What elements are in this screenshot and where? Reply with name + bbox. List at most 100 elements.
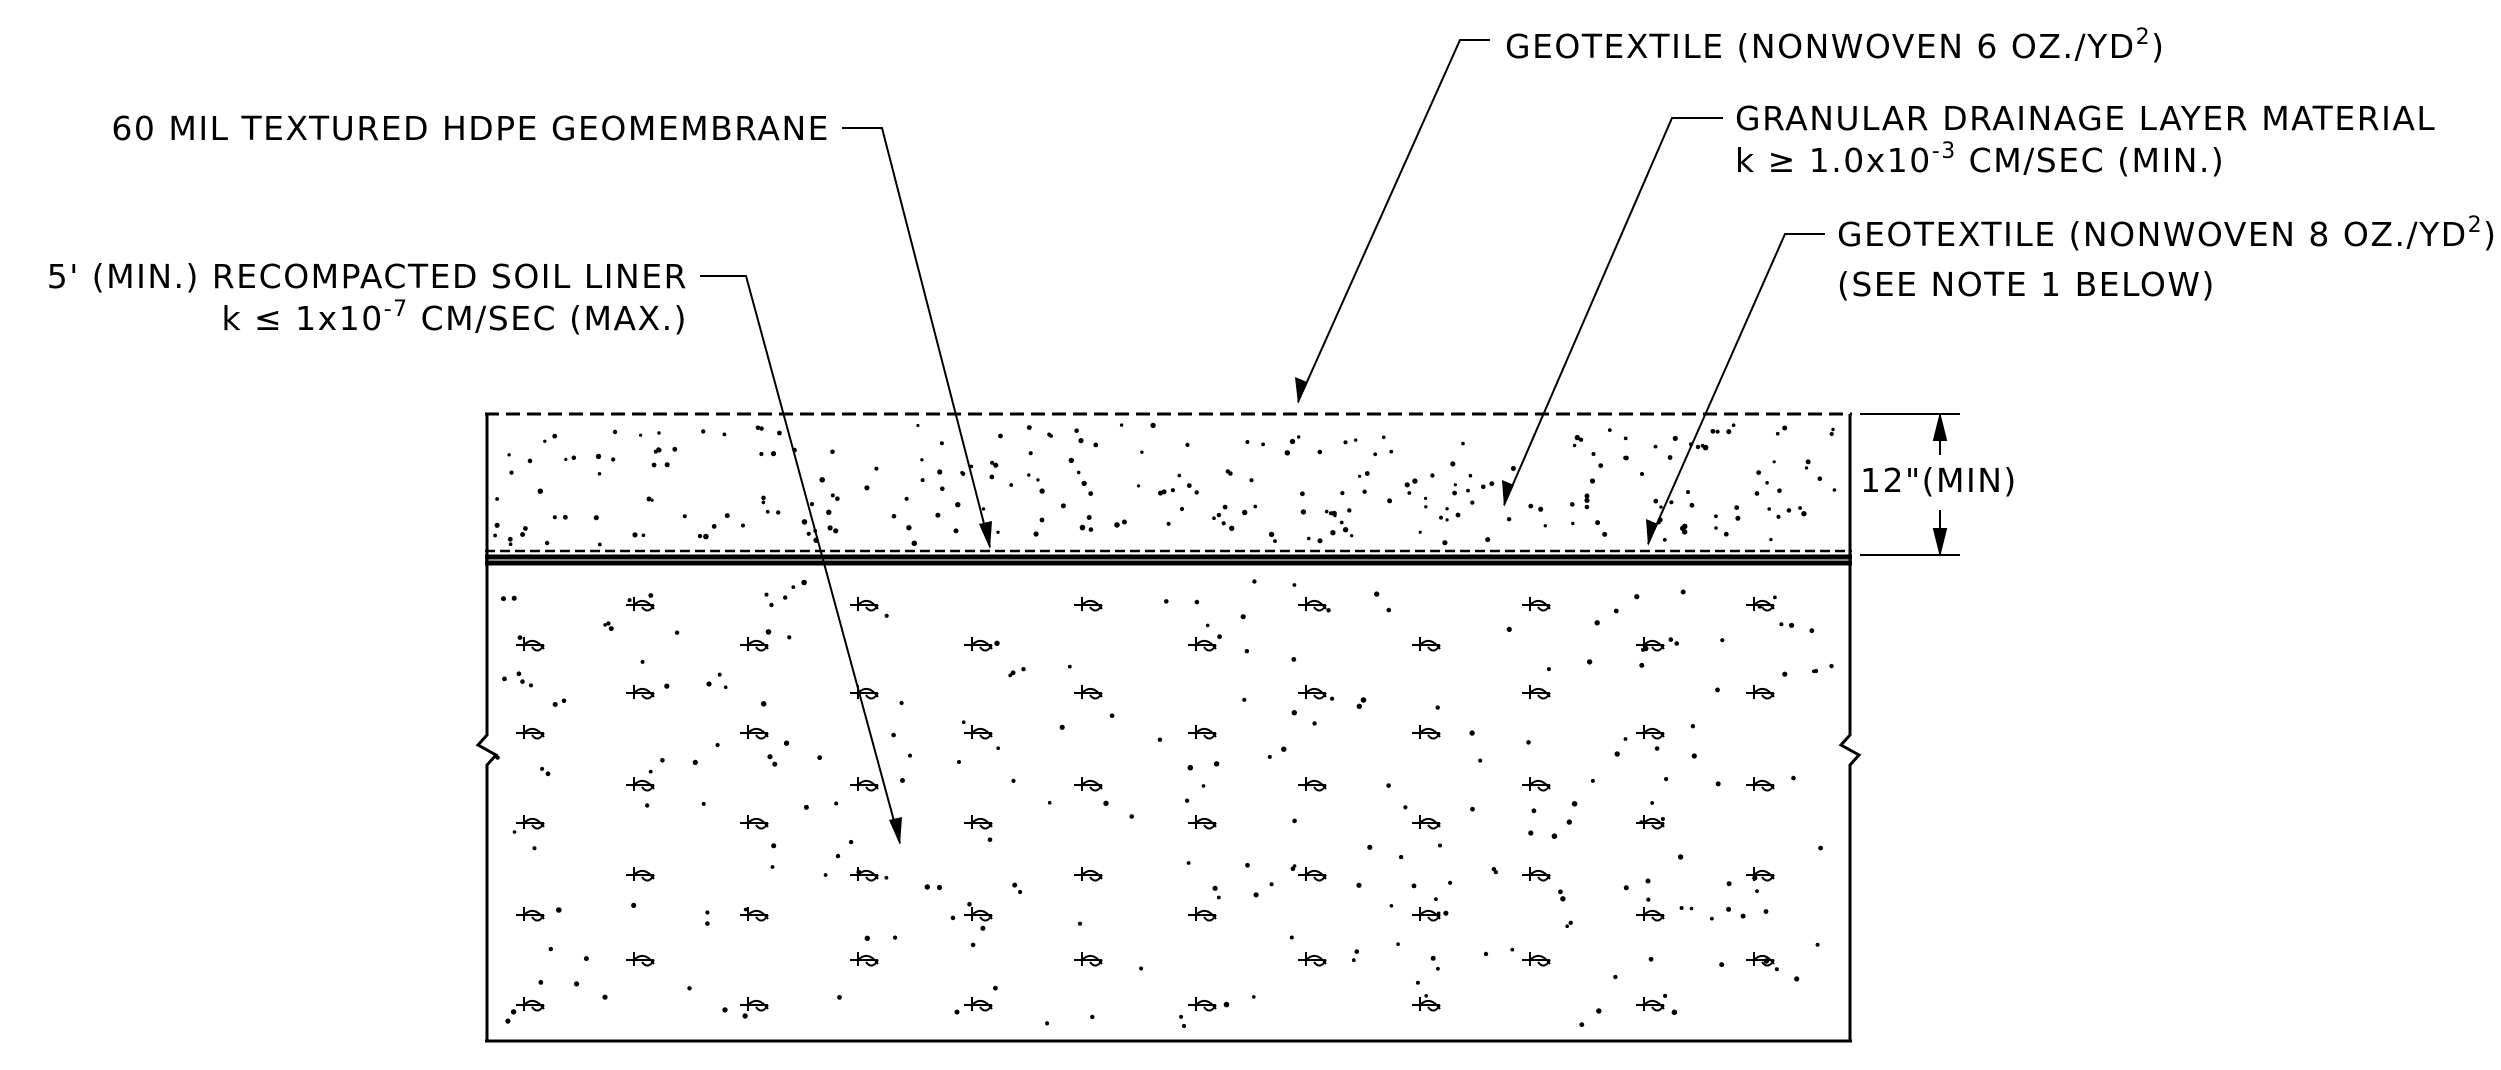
soil-dot <box>1531 808 1537 814</box>
stipple-dot <box>1261 442 1265 447</box>
soil-dot <box>993 985 998 991</box>
soil-dot <box>1411 883 1417 889</box>
soil-dot <box>1774 967 1779 972</box>
soil-liner-stipple <box>495 579 1834 1029</box>
soil-dot <box>501 596 506 602</box>
soil-dot <box>1526 740 1531 745</box>
stipple-dot <box>722 432 727 437</box>
stipple-dot <box>1662 537 1667 542</box>
compaction-symbol <box>1074 867 1103 882</box>
soil-dot <box>1720 638 1725 643</box>
stipple-dot <box>1076 470 1081 475</box>
soil-dot <box>1090 1014 1095 1020</box>
soil-dot <box>1010 670 1016 676</box>
soil-dot <box>994 640 1000 646</box>
stipple-dot <box>1418 530 1422 534</box>
soil-dot <box>1506 626 1512 633</box>
soil-dot <box>848 839 854 845</box>
soil-dot <box>1566 819 1573 825</box>
soil-dot <box>1194 599 1200 605</box>
soil-dot <box>957 760 961 764</box>
stipple-dot <box>1798 506 1802 510</box>
stipple-dot <box>1445 507 1449 511</box>
stipple-dot <box>801 519 808 525</box>
stipple-dot <box>701 429 706 434</box>
stipple-dot <box>508 542 513 546</box>
label-soil-liner-line2: k ≤ 1x10-7 CM/SEC (MAX.) <box>221 297 688 338</box>
soil-dot <box>1292 818 1297 824</box>
soil-dot <box>987 837 993 842</box>
stipple-dot <box>1093 442 1099 448</box>
soil-dot <box>1021 667 1026 672</box>
stipple-dot <box>1342 527 1349 533</box>
soil-dot <box>608 626 614 632</box>
compaction-symbol <box>1188 637 1217 652</box>
stipple-dot <box>939 441 944 446</box>
stipple-dot <box>904 496 909 501</box>
compaction-symbol <box>1636 637 1665 652</box>
stipple-dot <box>564 457 568 461</box>
stipple-dot <box>552 433 558 439</box>
soil-dot <box>1011 778 1016 784</box>
compaction-symbol <box>1636 997 1665 1012</box>
soil-dot <box>817 755 823 761</box>
stipple-dot <box>940 486 945 492</box>
compaction-symbol <box>964 637 993 652</box>
soil-dot <box>884 875 889 880</box>
stipple-dot <box>1387 498 1393 504</box>
stipple-dot <box>1817 476 1823 482</box>
stipple-dot <box>761 495 766 501</box>
soil-dot <box>936 884 943 891</box>
compaction-symbol <box>1188 725 1217 740</box>
soil-dot <box>1646 897 1651 902</box>
stipple-dot <box>1723 531 1729 537</box>
stipple-dot <box>1297 435 1301 439</box>
soil-dot <box>505 1018 511 1024</box>
stipple-dot <box>612 429 618 435</box>
soil-dot <box>1186 861 1191 865</box>
soil-dot <box>1292 864 1297 868</box>
stipple-dot <box>1455 512 1461 518</box>
soil-dot <box>835 853 841 859</box>
compaction-symbol <box>850 685 879 700</box>
soil-dot <box>545 771 551 777</box>
stipple-dot <box>937 469 943 475</box>
soil-dot <box>1103 800 1109 806</box>
stipple-dot <box>1589 478 1596 484</box>
stipple-dot <box>891 513 897 519</box>
stipple-dot <box>1081 480 1087 487</box>
stipple-dot <box>1726 429 1732 435</box>
compaction-symbol <box>516 725 545 740</box>
compaction-symbol <box>1522 952 1551 967</box>
soil-dot <box>1216 895 1221 900</box>
soil-dot <box>884 613 889 618</box>
soil-dot <box>674 630 680 635</box>
compaction-symbol <box>1412 997 1441 1012</box>
soil-dot <box>1715 781 1721 787</box>
soil-dot <box>1139 966 1144 971</box>
stipple-dot <box>1300 491 1305 497</box>
drainage-layer-stipple <box>493 422 1837 547</box>
stipple-dot <box>1510 466 1516 471</box>
stipple-dot <box>1442 540 1448 546</box>
leader-geomembrane <box>842 127 991 548</box>
stipple-dot <box>509 470 514 475</box>
soil-dot <box>540 766 545 771</box>
soil-dot <box>1613 608 1619 614</box>
stipple-dot <box>935 512 941 518</box>
soil-dot <box>764 592 769 597</box>
stipple-dot <box>1584 497 1590 503</box>
soil-dot <box>1356 882 1362 888</box>
soil-dot <box>837 995 842 1000</box>
soil-dot <box>1613 974 1618 980</box>
soil-dot <box>1755 889 1759 893</box>
soil-dot <box>893 935 898 940</box>
stipple-dot <box>571 455 577 461</box>
soil-dot <box>1396 942 1400 946</box>
soil-dot <box>1403 805 1408 810</box>
stipple-dot <box>996 530 1000 534</box>
stipple-dot <box>1578 437 1584 442</box>
soil-dot <box>687 986 692 991</box>
stipple-dot <box>1485 537 1491 543</box>
